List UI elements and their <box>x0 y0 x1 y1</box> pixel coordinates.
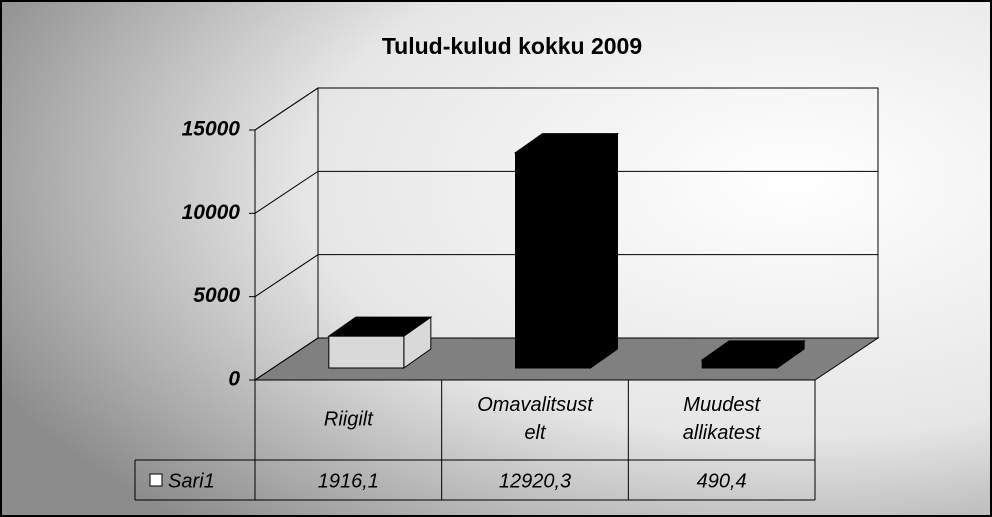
bar-top <box>513 133 620 154</box>
bar <box>513 132 620 369</box>
legend-label: Sari1 <box>168 470 215 492</box>
grid-line <box>254 170 878 214</box>
chart-title: Tulud-kulud kokku 2009 <box>382 33 642 59</box>
grid-line <box>254 254 878 298</box>
bar-top <box>327 316 433 337</box>
y-tick-label: 10000 <box>182 201 241 224</box>
bar-front <box>328 335 405 369</box>
x-tick-label: Riigilt <box>324 408 374 430</box>
bar <box>327 316 433 369</box>
grid-line <box>254 87 878 131</box>
data-label: 490,4 <box>697 470 747 492</box>
bar-side <box>590 132 618 369</box>
bar <box>700 339 806 369</box>
y-tick-label: 0 <box>228 368 240 391</box>
y-tick-label: 5000 <box>193 284 240 307</box>
bar-front <box>701 359 778 369</box>
data-label: 1916,1 <box>318 470 379 492</box>
x-tick-label: Omavalitsust elt <box>477 394 594 444</box>
bar-front <box>515 152 591 369</box>
grid-line <box>254 337 878 381</box>
legend-swatch <box>149 473 163 487</box>
x-tick-label: Muudest allikatest <box>683 394 762 444</box>
data-label: 12920,3 <box>499 470 571 492</box>
bar-top <box>700 340 806 361</box>
y-tick-label: 15000 <box>182 118 241 141</box>
